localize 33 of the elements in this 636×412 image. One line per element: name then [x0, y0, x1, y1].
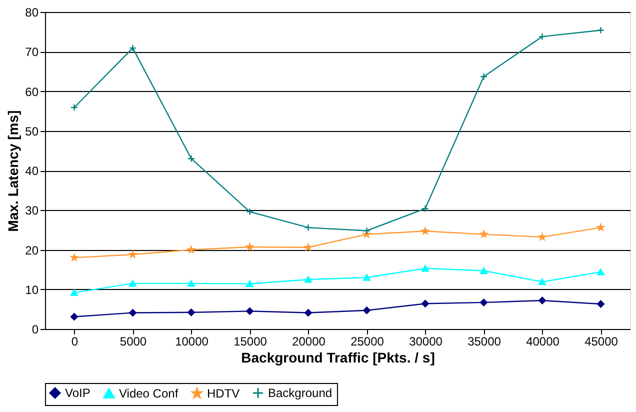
x-tick-label: 20000 [292, 334, 326, 348]
legend-label: HDTV [207, 386, 240, 400]
point [538, 32, 546, 40]
y-tick-label: 60 [25, 84, 39, 99]
x-tick-label: 10000 [175, 334, 209, 348]
x-tick-label: 25000 [350, 334, 384, 348]
x-axis-title: Background Traffic [Pkts. / s] [241, 350, 435, 366]
point [421, 204, 430, 212]
y-tick-label: 10 [25, 282, 39, 297]
legend-label: Background [268, 386, 332, 400]
x-tick-label: 0 [71, 334, 78, 348]
x-tick-label: 40000 [526, 334, 560, 348]
y-tick-label: 80 [25, 6, 39, 20]
point [128, 44, 137, 52]
point [304, 224, 312, 232]
y-tick-label: 50 [25, 124, 39, 138]
y-axis-title: Max. Latency [ms] [5, 110, 22, 232]
y-tick-label: 40 [25, 164, 39, 178]
y-tick-label: 0 [32, 322, 39, 336]
y-tick-label: 70 [25, 45, 39, 60]
x-tick-label: 45000 [584, 334, 618, 348]
y-tick-label: 20 [25, 243, 39, 258]
x-tick-label: 35000 [468, 334, 502, 348]
point [362, 226, 371, 234]
legend-label: Video Conf [119, 386, 179, 400]
x-tick-label: 5000 [120, 334, 147, 348]
x-tick-label: 15000 [234, 334, 268, 348]
point [480, 72, 488, 80]
legend-label: VoIP [65, 386, 90, 400]
point [187, 154, 196, 162]
point [246, 208, 254, 216]
y-tick-label: 30 [25, 204, 39, 218]
x-tick-label: 30000 [409, 334, 443, 348]
